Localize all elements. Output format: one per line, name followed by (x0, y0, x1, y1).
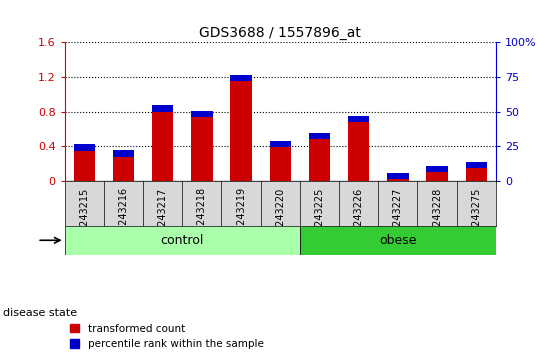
Bar (387, 173, 409, 179)
Bar (73, 144, 95, 150)
Bar (426, 166, 448, 181)
Bar (191, 111, 213, 181)
Text: control: control (161, 234, 204, 247)
Text: GSM243219: GSM243219 (236, 187, 246, 246)
Bar (230, 75, 252, 181)
Text: GSM243225: GSM243225 (314, 187, 324, 247)
Bar (309, 133, 330, 181)
Text: obese: obese (379, 234, 417, 247)
Text: GSM243217: GSM243217 (158, 187, 168, 246)
Bar (230, 75, 252, 81)
Text: GSM243228: GSM243228 (432, 187, 442, 246)
Text: GSM243216: GSM243216 (119, 187, 128, 246)
Text: disease state: disease state (3, 308, 77, 318)
Bar (348, 116, 369, 122)
Bar (387, 173, 409, 181)
Bar (426, 166, 448, 172)
Text: GSM243227: GSM243227 (393, 187, 403, 247)
Bar (113, 150, 134, 156)
Bar (466, 161, 487, 181)
Bar (152, 105, 174, 112)
Bar (65, 226, 300, 255)
Legend: transformed count, percentile rank within the sample: transformed count, percentile rank withi… (70, 324, 264, 349)
Bar (270, 141, 291, 147)
Bar (270, 141, 291, 181)
Title: GDS3688 / 1557896_at: GDS3688 / 1557896_at (199, 26, 361, 40)
Bar (191, 111, 213, 117)
Bar (73, 144, 95, 181)
Bar (348, 116, 369, 181)
Text: GSM243215: GSM243215 (79, 187, 89, 246)
Bar (300, 226, 496, 255)
Text: GSM243220: GSM243220 (275, 187, 285, 246)
Bar (309, 133, 330, 139)
Bar (466, 161, 487, 168)
Text: GSM243275: GSM243275 (471, 187, 481, 247)
Bar (152, 105, 174, 181)
Text: GSM243226: GSM243226 (354, 187, 364, 246)
Text: GSM243218: GSM243218 (197, 187, 207, 246)
Bar (113, 150, 134, 181)
